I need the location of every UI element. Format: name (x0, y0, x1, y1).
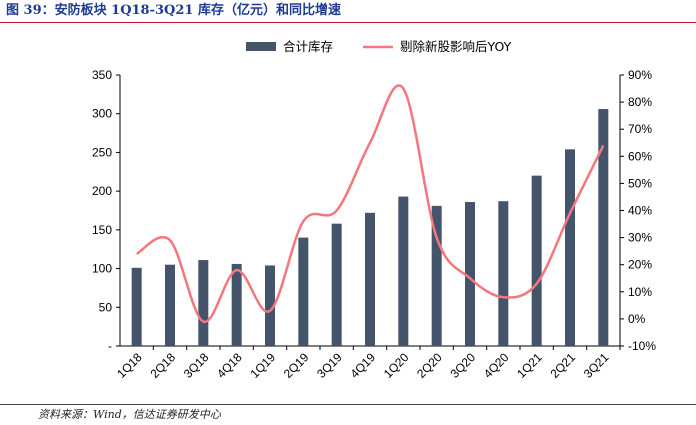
bar-inventory (431, 205, 442, 346)
x-axis-tick-label: 2Q20 (414, 350, 445, 381)
source-note: 资料来源：Wind，信达证券研发中心 (38, 408, 221, 421)
left-axis-tick-label: - (108, 339, 112, 353)
bar-inventory (365, 212, 375, 346)
left-axis-tick-label: 150 (92, 223, 112, 237)
bar-inventory (565, 149, 575, 346)
x-axis-tick-label: 2Q21 (547, 350, 578, 381)
x-axis-tick-label: 1Q21 (514, 350, 545, 381)
left-axis-tick-label: 250 (92, 145, 112, 159)
x-axis-tick-label: 4Q20 (481, 350, 512, 381)
x-axis-tick-label: 1Q20 (381, 350, 412, 381)
right-axis-tick-label: 0% (628, 312, 646, 326)
right-axis-tick-label: 10% (628, 285, 652, 299)
right-axis-tick-label: 40% (628, 204, 652, 218)
x-axis-tick-label: 2Q19 (281, 350, 312, 381)
bar-inventory (498, 201, 509, 346)
line-yoy (135, 84, 605, 323)
right-axis-tick-label: 70% (628, 122, 652, 136)
left-axis-tick-label: 200 (92, 184, 112, 198)
right-axis-tick-label: 80% (628, 95, 652, 109)
left-axis-tick-label: 50 (99, 300, 113, 314)
left-axis-tick-label: 100 (92, 262, 112, 276)
title-divider (0, 22, 696, 23)
figure-title: 图 39：安防板块 1Q18-3Q21 库存（亿元）和同比增速 (6, 3, 341, 18)
bar-inventory (465, 201, 475, 346)
x-axis-tick-label: 2Q18 (147, 350, 178, 381)
right-axis-tick-label: 90% (628, 68, 652, 82)
bar-inventory (198, 260, 209, 346)
x-axis-tick-label: 3Q18 (181, 350, 212, 381)
x-axis-tick-label: 4Q19 (347, 350, 378, 381)
bar-inventory (131, 267, 142, 346)
left-axis-tick-label: 300 (92, 107, 112, 121)
bar-inventory (298, 237, 309, 346)
bar-inventory (331, 223, 342, 346)
source-divider (0, 404, 696, 405)
bar-inventory (531, 175, 542, 346)
bar-inventory (265, 265, 275, 346)
x-axis-tick-label: 4Q18 (214, 350, 245, 381)
x-axis-tick-label: 3Q20 (447, 350, 478, 381)
right-axis-tick-label: 60% (628, 149, 652, 163)
x-axis-tick-label: 1Q18 (114, 350, 145, 381)
legend-label-inventory: 合计库存 (283, 39, 333, 54)
bar-inventory (231, 263, 242, 346)
right-axis-tick-label: 50% (628, 176, 652, 190)
x-axis-tick-label: 3Q19 (314, 350, 345, 381)
bar-inventory (165, 264, 175, 346)
right-axis-tick-label: 30% (628, 231, 652, 245)
right-axis-tick-label: 20% (628, 258, 652, 272)
x-axis-tick-label: 1Q19 (247, 350, 278, 381)
bar-inventory (398, 196, 409, 346)
x-axis-tick-label: 3Q21 (581, 350, 612, 381)
legend-label-yoy: 剔除新股影响后YOY (400, 39, 512, 54)
bar-inventory (598, 109, 609, 346)
right-axis-tick-label: -10% (628, 339, 656, 353)
left-axis-tick-label: 350 (92, 68, 112, 82)
legend-swatch-inventory (246, 42, 276, 51)
